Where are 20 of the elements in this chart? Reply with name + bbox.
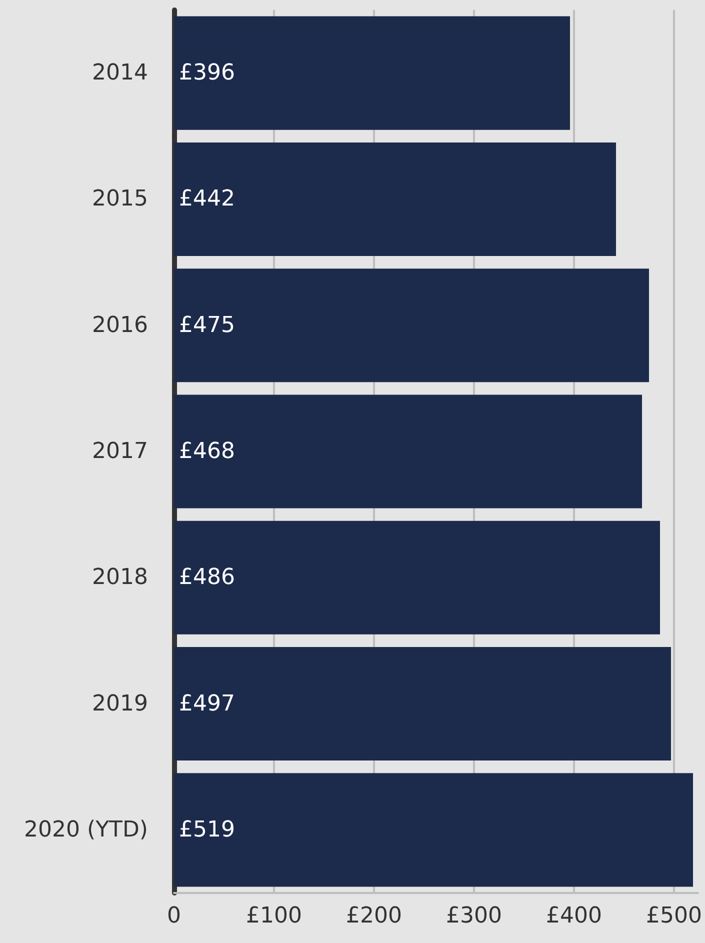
x-tick-label: £500 <box>646 904 702 928</box>
x-tick-label: 0 <box>167 904 181 928</box>
y-tick-label: 2018 <box>92 565 148 590</box>
x-tick-label: £400 <box>546 904 602 928</box>
y-tick-label: 2015 <box>92 186 148 212</box>
data-label: £396 <box>179 60 235 86</box>
y-tick-label: 2014 <box>92 60 148 86</box>
y-tick-label: 2020 (YTD) <box>24 817 148 842</box>
y-tick-label: 2016 <box>92 312 148 338</box>
data-label: £486 <box>179 565 235 590</box>
data-label: £497 <box>179 691 235 716</box>
x-tick-label: £300 <box>446 904 502 928</box>
data-label: £468 <box>179 439 235 464</box>
y-tick-label: 2017 <box>92 439 148 464</box>
y-tick-label: 2019 <box>92 691 148 716</box>
data-label: £475 <box>179 312 235 338</box>
data-label: £442 <box>179 186 235 212</box>
x-tick-label: £100 <box>246 904 302 928</box>
x-tick-label: £200 <box>346 904 402 928</box>
data-label: £519 <box>179 817 235 842</box>
